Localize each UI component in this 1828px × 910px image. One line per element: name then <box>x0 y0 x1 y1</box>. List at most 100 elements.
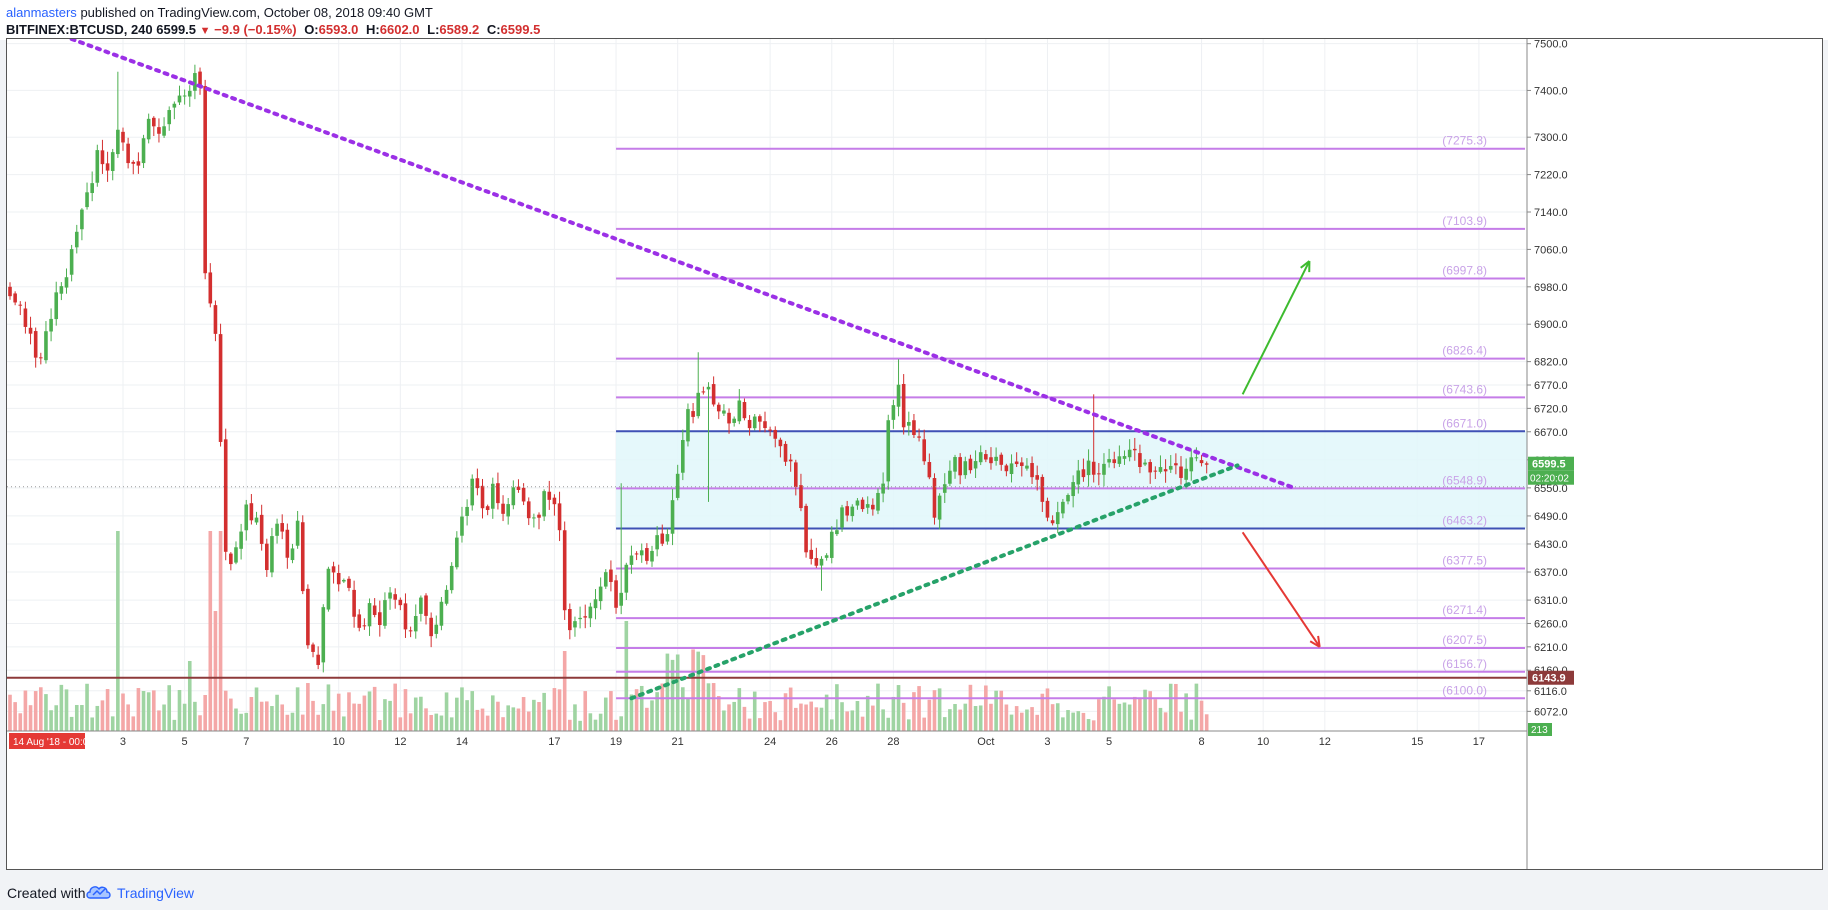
volume-bar <box>850 710 855 731</box>
volume-bar <box>691 649 695 731</box>
volume-bar <box>116 531 120 731</box>
volume-bar <box>768 701 772 731</box>
volume-bar <box>994 690 998 731</box>
candle-body <box>1138 453 1142 467</box>
symbol-name[interactable]: BITFINEX:BTCUSD, 240 <box>6 22 153 37</box>
volume-bar <box>532 699 536 731</box>
candle-body <box>239 531 243 549</box>
candle-body <box>146 118 151 140</box>
volume-bar <box>855 701 860 731</box>
volume-bar <box>953 704 957 731</box>
volume-bar <box>1019 712 1024 731</box>
candle-body <box>223 439 228 552</box>
price-tick-label: 7140.0 <box>1534 207 1568 219</box>
candle-body <box>958 457 962 476</box>
volume-bar <box>942 717 947 731</box>
candle-body <box>208 272 213 304</box>
volume-bar <box>28 705 33 731</box>
volume-badge <box>1528 723 1552 736</box>
volume-bar <box>639 685 644 731</box>
volume-bar <box>865 695 870 731</box>
volume-bar <box>747 718 752 731</box>
time-tick-label: 5 <box>182 736 188 748</box>
volume-bar <box>706 683 711 731</box>
candle-body <box>978 452 983 463</box>
fib-level-label: (6463.2) <box>1442 513 1487 527</box>
candle-body <box>1189 457 1194 472</box>
volume-bar <box>829 719 834 731</box>
volume-bar <box>547 709 552 731</box>
volume-bar <box>824 694 829 731</box>
volume-bar <box>1122 702 1127 731</box>
volume-bar <box>629 694 634 731</box>
volume-bar <box>1143 689 1147 731</box>
volume-bar <box>989 703 993 731</box>
candle-body <box>336 573 341 585</box>
candle-body <box>162 126 166 136</box>
volume-bar <box>537 702 541 731</box>
candle-body <box>660 533 665 544</box>
volume-bar <box>223 690 228 731</box>
arrow-head <box>1309 640 1321 648</box>
candle-body <box>1055 512 1060 525</box>
candle-body <box>829 531 834 558</box>
author-link[interactable]: alanmasters <box>6 5 77 20</box>
volume-bar <box>244 712 249 731</box>
candle-body <box>681 440 685 473</box>
candle-body <box>840 507 844 528</box>
volume-bar <box>208 531 213 731</box>
candle-body <box>881 483 885 494</box>
volume-bar <box>557 689 562 731</box>
candle-body <box>763 421 767 429</box>
volume-bar <box>937 688 942 731</box>
tradingview-brand-link[interactable]: TradingView <box>117 885 195 901</box>
candle-body <box>557 503 562 531</box>
candle-body <box>403 603 408 630</box>
candle-body <box>244 504 249 531</box>
candle-body <box>650 550 654 562</box>
volume-bar <box>59 684 64 731</box>
candle-body <box>732 418 736 423</box>
volume-bar <box>999 690 1004 731</box>
tradingview-cloud-icon[interactable] <box>86 882 112 900</box>
volume-bar <box>408 713 413 731</box>
candle-body <box>1199 460 1204 464</box>
candle-body <box>937 495 942 520</box>
price-chart[interactable]: (7275.3) (7103.9) (6997.8) (6826.4) (6743.6)… <box>7 39 1822 869</box>
candle-body <box>8 286 12 297</box>
volume-bar <box>948 709 952 731</box>
volume-bar <box>182 703 187 731</box>
candle-body <box>434 624 439 634</box>
volume-bar <box>1040 693 1045 731</box>
volume-bar <box>1117 703 1122 731</box>
candle-body <box>1163 469 1168 472</box>
ohlc-high-key: H: <box>366 22 380 37</box>
candle-body <box>311 644 315 652</box>
candle-body <box>1030 463 1034 478</box>
candle-body <box>172 103 177 108</box>
volume-bar <box>424 708 428 731</box>
volume-bar <box>511 707 516 731</box>
price-tick-label: 6370.0 <box>1534 567 1568 579</box>
chart-pane[interactable]: (7275.3) (7103.9) (6997.8) (6826.4) (6743.6)… <box>6 38 1823 870</box>
candle-body <box>619 592 623 606</box>
volume-bar <box>516 708 521 731</box>
candle-body <box>367 603 372 627</box>
volume-bar <box>737 688 742 731</box>
candle-body <box>18 304 23 306</box>
time-tick-label: 15 <box>1411 736 1423 748</box>
volume-bar <box>434 713 439 731</box>
candle-body <box>670 500 675 534</box>
support-price-badge <box>1528 670 1574 685</box>
price-tick-label: 7300.0 <box>1534 132 1568 144</box>
candle-body <box>28 327 33 334</box>
volume-bar <box>152 690 156 731</box>
candle-body <box>213 305 218 334</box>
volume-bar <box>1204 714 1209 731</box>
volume-bar <box>922 717 927 731</box>
candle-body <box>1076 470 1081 485</box>
time-tick-label: 17 <box>1473 736 1485 748</box>
candle-body <box>1091 461 1096 475</box>
price-tick-label: 6260.0 <box>1534 618 1568 630</box>
volume-bar <box>578 720 582 731</box>
